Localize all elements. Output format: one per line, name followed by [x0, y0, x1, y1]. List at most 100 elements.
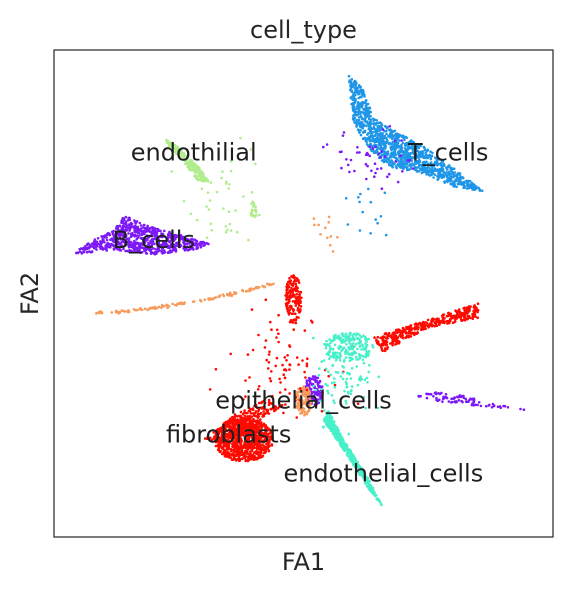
point: [122, 240, 126, 243]
point: [434, 156, 437, 159]
point: [193, 242, 196, 246]
point: [411, 147, 414, 150]
point: [322, 359, 326, 362]
point: [337, 438, 340, 441]
point: [121, 217, 124, 220]
point: [437, 157, 441, 161]
point: [379, 215, 383, 218]
point: [363, 347, 367, 351]
point: [382, 337, 385, 341]
point: [424, 151, 427, 155]
point: [445, 175, 449, 179]
point: [177, 234, 180, 237]
point: [411, 162, 414, 165]
point: [447, 312, 451, 316]
point: [309, 387, 313, 391]
point: [347, 74, 351, 78]
point: [220, 176, 223, 180]
point: [254, 450, 258, 453]
point: [324, 343, 328, 346]
point: [425, 160, 428, 164]
point: [448, 176, 452, 179]
point: [462, 181, 466, 184]
point: [370, 139, 374, 143]
point: [166, 237, 169, 241]
point: [183, 249, 187, 252]
point: [353, 169, 356, 173]
point: [159, 235, 162, 238]
point: [379, 136, 383, 139]
point: [338, 359, 342, 362]
point: [466, 181, 469, 185]
point: [162, 249, 166, 253]
point: [462, 183, 466, 187]
point: [344, 352, 347, 356]
point: [119, 233, 122, 237]
point: [346, 223, 350, 226]
point: [377, 137, 381, 140]
point: [414, 160, 418, 163]
point: [184, 162, 187, 166]
point: [192, 300, 196, 303]
point: [305, 362, 309, 366]
point: [456, 177, 460, 180]
plot-frame: [53, 49, 554, 538]
point: [359, 133, 363, 137]
point: [351, 342, 354, 346]
point: [304, 376, 307, 379]
point: [189, 212, 193, 216]
point: [383, 157, 386, 161]
point: [361, 92, 364, 96]
point: [437, 171, 440, 175]
point: [414, 145, 417, 148]
point: [190, 159, 194, 163]
point: [237, 414, 241, 418]
point: [427, 173, 431, 177]
point: [442, 395, 446, 399]
point: [404, 331, 408, 335]
point: [451, 172, 454, 176]
point: [269, 320, 272, 324]
point: [367, 370, 371, 374]
point: [379, 167, 383, 170]
point: [313, 403, 317, 407]
point: [450, 400, 454, 404]
point: [168, 142, 172, 146]
point: [168, 230, 171, 234]
point: [294, 289, 298, 293]
point: [427, 154, 431, 157]
point: [290, 275, 294, 278]
point: [405, 162, 409, 166]
point: [477, 401, 481, 404]
point: [158, 229, 161, 232]
point: [375, 498, 379, 501]
point: [160, 243, 164, 247]
point: [353, 121, 356, 124]
point: [423, 162, 426, 166]
point: [342, 338, 345, 342]
point: [337, 347, 341, 351]
point: [272, 282, 275, 286]
point: [83, 245, 87, 248]
point: [241, 457, 244, 460]
point: [355, 82, 358, 85]
point: [388, 125, 392, 128]
point: [385, 156, 389, 160]
point: [399, 154, 402, 158]
point: [301, 359, 304, 362]
point: [251, 348, 255, 352]
point: [311, 375, 315, 378]
point: [385, 138, 389, 141]
point: [366, 120, 369, 123]
point: [170, 243, 174, 247]
point: [355, 118, 359, 122]
point: [246, 353, 250, 356]
point: [243, 414, 247, 418]
point: [307, 379, 311, 382]
point: [296, 306, 300, 310]
point: [288, 368, 291, 371]
point: [437, 392, 440, 395]
point: [418, 167, 422, 170]
point: [316, 381, 320, 384]
point: [195, 165, 198, 168]
